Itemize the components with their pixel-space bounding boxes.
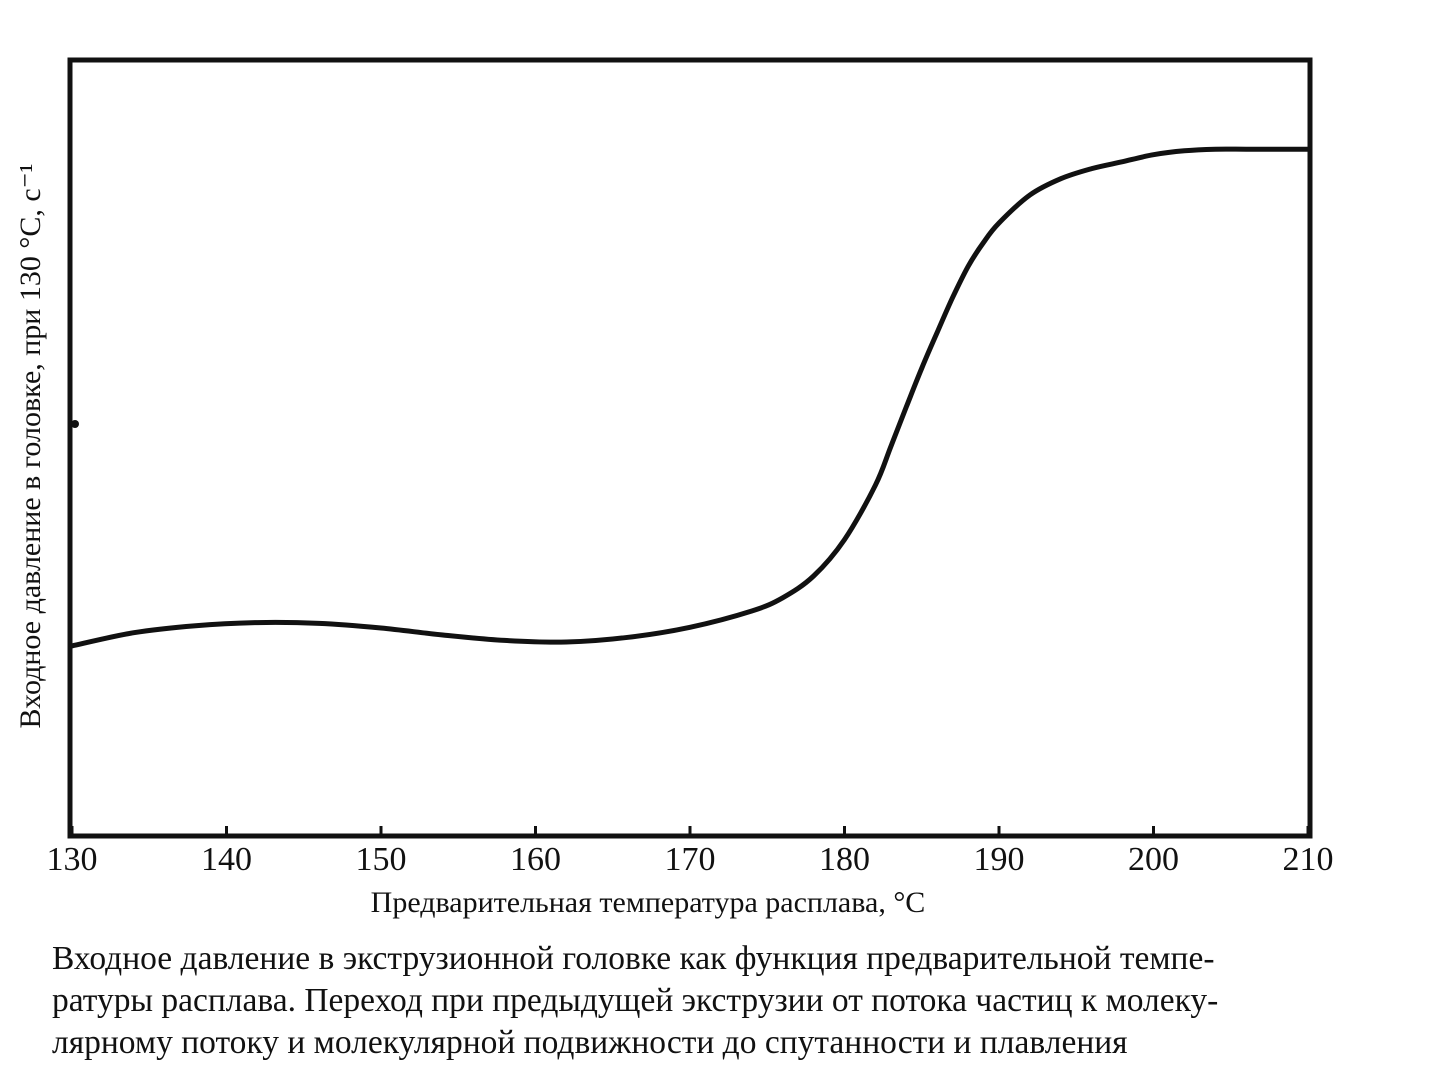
x-axis-tick-labels: 130 140 150 160 170 180 190 200 210 <box>47 841 1334 878</box>
y-axis-title: Входное давление в головке, при 130 °C, … <box>14 163 47 728</box>
figure-caption: Входное давление в экструзионной головке… <box>52 938 1422 1064</box>
chart: 130 140 150 160 170 180 190 200 210 Предваритель… <box>14 57 1334 919</box>
x-axis-title: Предварительная температура расплава, °C <box>371 886 926 919</box>
x-tick-label-210: 210 <box>1283 841 1334 878</box>
x-tick-label-180: 180 <box>819 841 870 878</box>
x-tick-label-160: 160 <box>510 841 561 878</box>
x-tick-label-140: 140 <box>201 841 252 878</box>
x-tick-label-190: 190 <box>974 841 1025 878</box>
caption-line-1: Входное давление в экструзионной головке… <box>52 940 1215 977</box>
caption-line-2: ратуры расплава. Переход при предыдущей … <box>52 982 1219 1019</box>
x-tick-label-150: 150 <box>356 841 407 878</box>
caption-line-3: лярному потоку и молекулярной подвижност… <box>52 1024 1128 1061</box>
axis-mark-dot <box>71 420 79 428</box>
x-tick-label-130: 130 <box>47 841 98 878</box>
pressure-curve <box>69 146 1311 649</box>
x-axis-ticks <box>70 826 1310 836</box>
x-tick-label-200: 200 <box>1128 841 1179 878</box>
x-tick-label-170: 170 <box>665 841 716 878</box>
plot-frame <box>67 57 1313 839</box>
